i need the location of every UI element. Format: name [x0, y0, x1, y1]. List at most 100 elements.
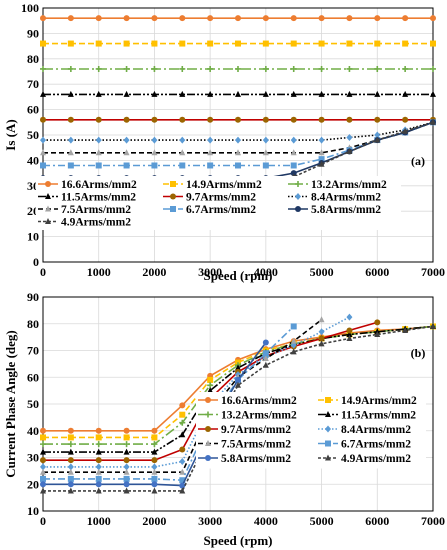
data-point — [235, 40, 241, 47]
data-point — [430, 90, 436, 97]
data-point — [262, 339, 269, 346]
data-point — [346, 327, 353, 334]
y-tick-label: 60 — [27, 370, 39, 384]
data-point — [235, 381, 241, 388]
x-tick-label: 2000 — [142, 514, 166, 528]
data-point — [179, 411, 186, 418]
data-point — [151, 116, 158, 123]
data-point — [179, 90, 186, 97]
legend-item: 11.5Arms/mm2 — [38, 192, 136, 204]
data-point — [235, 376, 241, 383]
legend-item: 7.5Arms/mm2 — [38, 204, 131, 216]
data-point — [262, 116, 269, 123]
legend-label: 4.9Arms/mm2 — [341, 453, 411, 465]
data-point — [318, 65, 325, 72]
data-point — [95, 481, 102, 488]
legend-item: 8.4Arms/mm2 — [288, 192, 381, 204]
data-point — [40, 149, 46, 156]
legend: 16.6Arms/mm2 14.9Arms/mm2 13.2Arms/mm2 11.5… — [196, 392, 426, 469]
data-point — [151, 448, 158, 455]
data-point — [346, 65, 353, 72]
series-line — [43, 325, 434, 445]
data-point — [95, 487, 102, 494]
data-point — [151, 463, 158, 471]
x-tick-label: 1000 — [87, 265, 111, 279]
data-point — [123, 15, 130, 22]
legend-marker — [205, 440, 211, 446]
data-point — [235, 116, 241, 123]
legend-label: 6.7Arms/mm2 — [186, 204, 256, 216]
legend-item: 14.9Arms/mm2 — [318, 395, 417, 407]
data-point — [318, 15, 325, 22]
data-point — [402, 15, 409, 22]
x-tick-label: 6000 — [365, 514, 389, 528]
data-point — [67, 457, 74, 464]
legend-item: 16.6Arms/mm2 — [198, 395, 297, 407]
legend-marker — [170, 181, 176, 187]
data-point — [179, 458, 186, 466]
data-point — [402, 116, 409, 123]
data-point — [40, 427, 46, 434]
data-point — [67, 441, 74, 448]
data-point — [262, 40, 269, 47]
legend-label: 7.5Arms/mm2 — [61, 204, 131, 216]
data-point — [123, 65, 130, 72]
data-point — [374, 90, 381, 97]
data-point — [207, 387, 214, 394]
series-group — [40, 15, 436, 194]
y-tick-label: 100 — [21, 1, 39, 15]
data-point — [207, 136, 214, 144]
legend-label: 14.9Arms/mm2 — [341, 395, 417, 407]
data-point — [179, 402, 186, 409]
data-point — [262, 350, 269, 357]
data-point — [151, 162, 158, 169]
data-point — [179, 419, 186, 426]
data-point — [207, 116, 214, 123]
y-tick-label: 20 — [27, 477, 39, 491]
data-point — [95, 463, 102, 471]
legend-marker — [170, 193, 176, 200]
x-axis-label: Speed (rpm) — [204, 268, 273, 283]
data-point — [95, 149, 102, 156]
data-point — [235, 162, 241, 169]
data-point — [374, 65, 381, 72]
data-point — [262, 65, 269, 72]
chart-a: 0 1000 2000 3000 4000 5000 6000 700001020304050… — [3, 1, 445, 283]
data-point — [290, 337, 297, 344]
data-point — [95, 468, 102, 475]
panel-label: (b) — [411, 346, 426, 360]
data-point — [95, 116, 102, 123]
data-point — [318, 90, 325, 97]
data-point — [318, 316, 325, 323]
legend-marker — [45, 193, 51, 199]
data-point — [430, 65, 436, 72]
data-point — [235, 136, 241, 144]
legend-label: 16.6Arms/mm2 — [61, 179, 137, 191]
legend-item: 13.2Arms/mm2 — [288, 179, 387, 191]
plot-area-frame — [42, 296, 434, 512]
data-point — [95, 457, 102, 464]
legend-marker — [325, 454, 331, 461]
data-point — [151, 481, 158, 488]
data-point — [151, 441, 158, 448]
data-point — [123, 136, 130, 144]
legend-label: 16.6Arms/mm2 — [221, 395, 297, 407]
data-point — [67, 149, 74, 156]
x-tick-label: 1000 — [87, 514, 111, 528]
data-point — [207, 40, 214, 47]
data-point — [151, 65, 158, 72]
legend-marker — [205, 426, 211, 432]
y-tick-label: 10 — [27, 230, 39, 244]
data-point — [67, 40, 74, 47]
legend-label: 4.9Arms/mm2 — [61, 217, 131, 229]
x-tick-label: 7000 — [421, 514, 445, 528]
legend-marker — [325, 411, 331, 417]
data-point — [151, 457, 158, 464]
data-point — [290, 170, 297, 177]
data-point — [262, 149, 269, 156]
data-point — [179, 162, 186, 169]
data-point — [346, 148, 353, 155]
data-point — [262, 162, 269, 169]
legend-item: 6.7Arms/mm2 — [163, 204, 256, 216]
series-line — [43, 325, 295, 482]
